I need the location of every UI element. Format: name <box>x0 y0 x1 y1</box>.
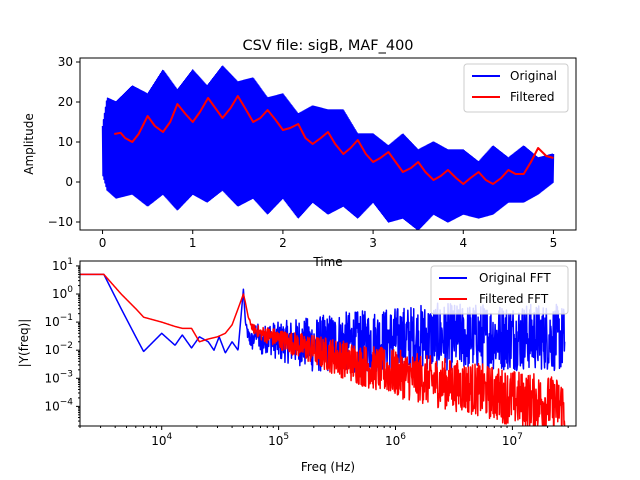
top-y-ticks: −10 0 10 20 30 <box>48 55 80 229</box>
y-tick-label: 100 <box>52 285 73 301</box>
x-tick-label: 106 <box>385 432 406 448</box>
legend-label-filtered: Filtered <box>510 90 554 104</box>
series-line-filtered-fft <box>80 273 566 426</box>
x-tick-label: 5 <box>550 236 558 250</box>
y-tick-label: 10−2 <box>44 341 73 357</box>
time-domain-chart: CSV file: sigB, MAF_400 0 1 2 3 4 5 −10 0 10 20 3… <box>22 38 577 269</box>
bottom-y-axis-label: |Y(freq)| <box>17 319 31 368</box>
y-tick-label: −10 <box>48 215 73 229</box>
x-tick-label: 4 <box>459 236 467 250</box>
y-tick-label: 20 <box>58 95 73 109</box>
legend-label-filtered-fft: Filtered FFT <box>479 292 549 306</box>
top-x-ticks: 0 1 2 3 4 5 <box>99 230 558 250</box>
y-tick-label: 30 <box>58 55 73 69</box>
y-tick-label: 10−3 <box>44 369 73 385</box>
top-x-axis-label: Time <box>312 255 342 269</box>
series-line-filtered <box>114 95 554 185</box>
y-tick-label: 0 <box>65 175 73 189</box>
bottom-plot-area <box>80 273 566 426</box>
y-tick-label: 10−4 <box>44 397 73 413</box>
x-tick-label: 0 <box>99 236 107 250</box>
series-line-original <box>101 65 555 230</box>
bottom-legend: Original FFT Filtered FFT <box>430 265 569 315</box>
legend-label-original: Original <box>510 69 557 83</box>
x-tick-label: 104 <box>151 432 172 448</box>
bottom-x-axis-label: Freq (Hz) <box>301 460 355 474</box>
frequency-domain-chart: 104 105 106 107 10−4 10−3 10−2 10−1 100 101 Freq… <box>17 257 577 474</box>
x-tick-label: 105 <box>268 432 289 448</box>
bottom-x-ticks: 104 105 106 107 <box>79 426 569 448</box>
y-tick-label: 101 <box>52 257 73 273</box>
x-tick-label: 2 <box>279 236 287 250</box>
y-tick-label: 10 <box>58 135 73 149</box>
bottom-y-ticks: 10−4 10−3 10−2 10−1 100 101 <box>44 257 80 427</box>
top-y-axis-label: Amplitude <box>22 113 36 175</box>
top-plot-area <box>101 65 555 230</box>
top-legend: Original Filtered <box>463 63 569 113</box>
y-tick-label: 10−1 <box>44 313 73 329</box>
top-axes-frame <box>79 57 577 231</box>
legend-label-original-fft: Original FFT <box>479 271 551 285</box>
x-tick-label: 3 <box>369 236 377 250</box>
chart-title: CSV file: sigB, MAF_400 <box>242 38 413 54</box>
x-tick-label: 1 <box>189 236 197 250</box>
x-tick-label: 107 <box>502 432 523 448</box>
bottom-axes-frame <box>79 260 577 427</box>
